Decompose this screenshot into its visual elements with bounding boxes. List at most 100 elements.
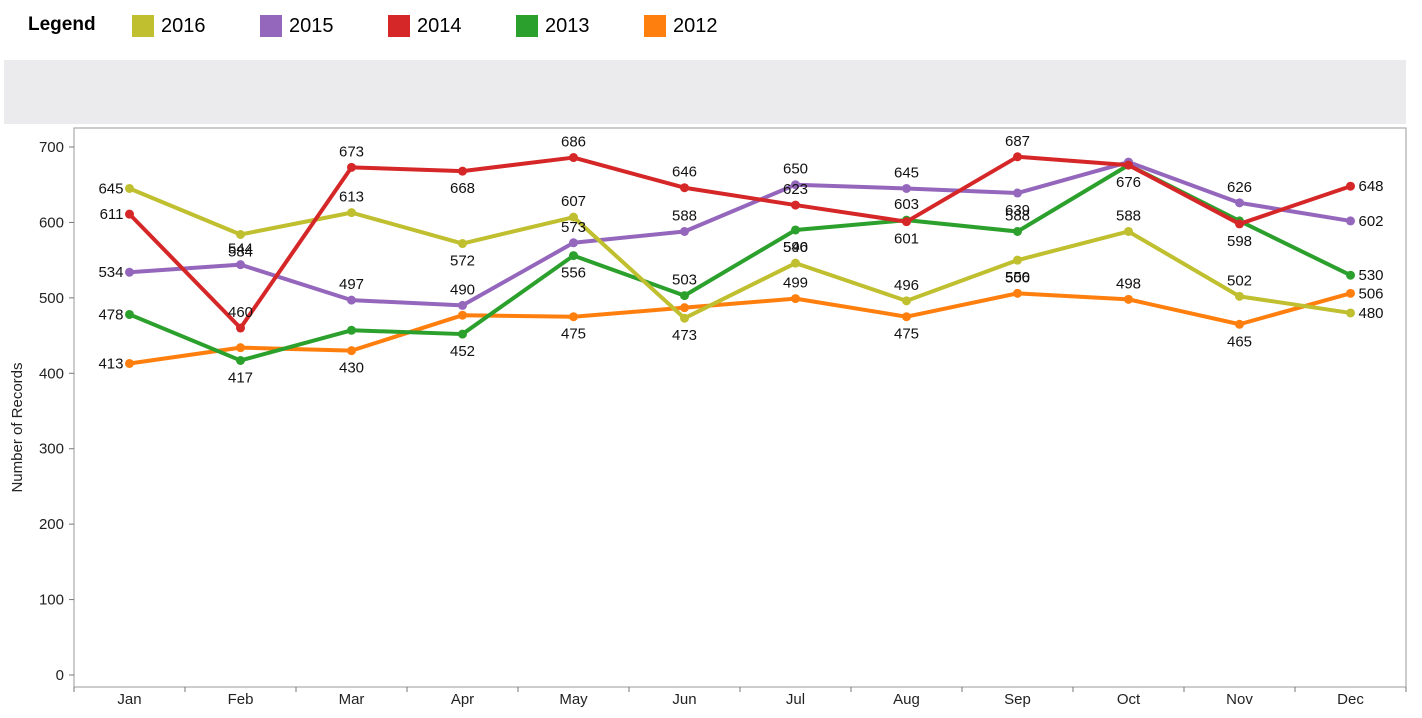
data-point-2013: [680, 291, 689, 301]
data-label-2015: 639: [1005, 202, 1030, 219]
legend-swatch: [644, 15, 666, 37]
legend-label: 2016: [161, 14, 206, 37]
x-tick-label: Dec: [1337, 691, 1364, 708]
data-point-2015: [125, 267, 134, 277]
y-tick-label: 500: [39, 290, 64, 307]
y-tick-label: 400: [39, 365, 64, 382]
data-point-2014: [680, 183, 689, 193]
data-label-2014: 623: [783, 181, 808, 198]
data-label-2012: 498: [1116, 275, 1141, 292]
legend-swatch: [132, 15, 154, 37]
data-label-2015: 497: [339, 276, 364, 293]
data-label-2012: 465: [1227, 333, 1252, 350]
x-tick-label: Sep: [1004, 691, 1031, 708]
legend: Legend 2016 2015 2014 2013 2012: [0, 0, 1422, 56]
data-label-2013: 590: [783, 239, 808, 256]
data-label-2016: 546: [783, 239, 808, 256]
legend-item-2016[interactable]: 2016: [132, 13, 206, 39]
legend-item-2012[interactable]: 2012: [644, 13, 718, 39]
y-tick-label: 600: [39, 214, 64, 231]
x-tick-label: Mar: [339, 691, 365, 708]
data-point-2012: [1235, 319, 1244, 329]
data-label-2013: 588: [1005, 207, 1030, 224]
data-label-2012: 499: [783, 275, 808, 292]
data-label-2016: 502: [1227, 272, 1252, 289]
data-point-2015: [791, 180, 800, 190]
data-label-2014: 673: [339, 143, 364, 160]
data-point-2015: [347, 295, 356, 305]
x-tick-label: Nov: [1226, 691, 1253, 708]
data-point-2015: [1013, 188, 1022, 198]
data-point-2013: [1013, 226, 1022, 236]
data-label-2014: 601: [894, 231, 919, 248]
data-label-2013: 503: [672, 272, 697, 289]
data-point-2016: [569, 212, 578, 222]
legend-label: 2012: [673, 14, 718, 37]
data-point-2015: [902, 183, 911, 193]
y-tick-label: 200: [39, 516, 64, 533]
data-label-2016: 480: [1359, 305, 1384, 322]
data-point-2014: [236, 323, 245, 333]
data-label-2015: 645: [894, 164, 919, 181]
data-label-2016: 496: [894, 277, 919, 294]
x-tick-label: May: [559, 691, 588, 708]
data-label-2013: 556: [561, 265, 586, 282]
data-point-2015: [680, 226, 689, 236]
data-point-2014: [458, 166, 467, 176]
legend-label: 2015: [289, 14, 334, 37]
data-point-2015: [236, 260, 245, 270]
data-point-2012: [125, 358, 134, 368]
data-point-2013: [458, 329, 467, 339]
data-label-2012: 506: [1005, 269, 1030, 286]
legend-swatch: [388, 15, 410, 37]
data-label-2014: 676: [1116, 174, 1141, 191]
data-label-2016: 584: [228, 243, 253, 260]
data-label-2014: 460: [228, 304, 253, 321]
legend-item-2013[interactable]: 2013: [516, 13, 590, 39]
data-point-2013: [569, 251, 578, 261]
data-point-2015: [458, 300, 467, 310]
data-point-2012: [902, 312, 911, 322]
legend-item-2014[interactable]: 2014: [388, 13, 462, 39]
data-point-2015: [569, 238, 578, 248]
data-point-2013: [791, 225, 800, 235]
data-label-2015: 602: [1359, 213, 1384, 230]
data-point-2013: [347, 325, 356, 335]
x-tick-label: Apr: [451, 691, 474, 708]
y-tick-label: 300: [39, 441, 64, 458]
data-point-2015: [1235, 198, 1244, 208]
data-label-2013: 603: [894, 196, 919, 213]
series-line-2014: [127, 154, 1353, 331]
data-point-2016: [1124, 226, 1133, 236]
data-label-2015: 490: [450, 281, 475, 298]
y-tick-label: 700: [39, 139, 64, 156]
x-tick-label: Jul: [786, 691, 805, 708]
data-label-2016: 645: [98, 180, 123, 197]
data-label-2014: 598: [1227, 233, 1252, 250]
line-chart: 0 100 200 300 400 500 600 700 Number of Records J…: [9, 127, 1407, 708]
x-tick-label: Feb: [228, 691, 254, 708]
data-label-2013: 417: [228, 369, 253, 386]
series-line-2016: [127, 186, 1353, 321]
data-point-2012: [347, 346, 356, 356]
data-point-2012: [1013, 288, 1022, 298]
data-point-2014: [1235, 219, 1244, 229]
data-point-2014: [347, 162, 356, 172]
data-point-2014: [1124, 160, 1133, 170]
y-axis-label: Number of Records: [9, 362, 26, 492]
data-point-2014: [1013, 152, 1022, 162]
data-point-2012: [680, 303, 689, 313]
legend-swatch: [260, 15, 282, 37]
data-label-2012: 475: [561, 326, 586, 343]
data-point-2013: [1346, 270, 1355, 280]
data-label-2016: 473: [672, 327, 697, 344]
data-label-2015: 626: [1227, 179, 1252, 196]
data-label-2015: 650: [783, 161, 808, 178]
data-label-2014: 648: [1359, 178, 1384, 195]
data-point-2016: [1346, 308, 1355, 318]
x-tick-label: Aug: [893, 691, 920, 708]
data-label-2015: 544: [228, 241, 253, 258]
legend-item-2015[interactable]: 2015: [260, 13, 334, 39]
data-label-2016: 588: [1116, 207, 1141, 224]
data-point-2013: [236, 355, 245, 365]
